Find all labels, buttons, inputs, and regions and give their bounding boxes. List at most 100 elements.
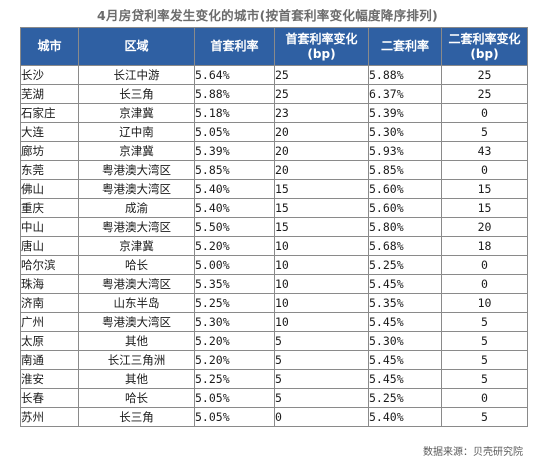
cell-region: 粤港澳大湾区 <box>78 274 195 294</box>
cell-second-rate: 5.45% <box>368 312 442 332</box>
cell-second-rate: 5.40% <box>368 407 442 427</box>
cell-city: 重庆 <box>20 198 79 218</box>
cell-first-rate: 5.64% <box>194 65 275 85</box>
cell-city: 淮安 <box>20 369 79 389</box>
table-row: 苏州 长三角 5.05% 0 5.40% 5 <box>20 407 528 427</box>
cell-first-change: 20 <box>274 160 369 180</box>
cell-second-rate: 5.30% <box>368 331 442 351</box>
table-row: 珠海 粤港澳大湾区 5.35% 10 5.45% 0 <box>20 274 528 294</box>
cell-region: 粤港澳大湾区 <box>78 179 195 199</box>
header-first-change: 首套利率变化 (bp) <box>274 27 369 66</box>
cell-first-change: 23 <box>274 103 369 123</box>
cell-first-rate: 5.88% <box>194 84 275 104</box>
cell-second-change: 5 <box>441 407 528 427</box>
cell-second-rate: 5.85% <box>368 160 442 180</box>
cell-first-change: 10 <box>274 274 369 294</box>
cell-second-change: 5 <box>441 369 528 389</box>
cell-first-rate: 5.40% <box>194 198 275 218</box>
cell-second-rate: 5.60% <box>368 179 442 199</box>
cell-city: 长沙 <box>20 65 79 85</box>
cell-city: 石家庄 <box>20 103 79 123</box>
cell-region: 山东半岛 <box>78 293 195 313</box>
cell-second-rate: 5.25% <box>368 388 442 408</box>
cell-second-change: 25 <box>441 84 528 104</box>
table-row: 长春 哈长 5.05% 5 5.25% 0 <box>20 388 528 408</box>
cell-city: 南通 <box>20 350 79 370</box>
cell-second-rate: 5.39% <box>368 103 442 123</box>
cell-region: 京津冀 <box>78 141 195 161</box>
table-row: 唐山 京津冀 5.20% 10 5.68% 18 <box>20 236 528 256</box>
cell-second-rate: 5.80% <box>368 217 442 237</box>
cell-city: 唐山 <box>20 236 79 256</box>
table-row: 东莞 粤港澳大湾区 5.85% 20 5.85% 0 <box>20 160 528 180</box>
cell-city: 廊坊 <box>20 141 79 161</box>
cell-city: 佛山 <box>20 179 79 199</box>
cell-first-rate: 5.20% <box>194 331 275 351</box>
cell-second-change: 10 <box>441 293 528 313</box>
cell-region: 哈长 <box>78 388 195 408</box>
cell-second-change: 0 <box>441 255 528 275</box>
cell-first-rate: 5.85% <box>194 160 275 180</box>
cell-region: 其他 <box>78 369 195 389</box>
cell-first-rate: 5.20% <box>194 236 275 256</box>
cell-region: 辽中南 <box>78 122 195 142</box>
header-city: 城市 <box>20 27 79 66</box>
cell-first-change: 15 <box>274 198 369 218</box>
cell-region: 成渝 <box>78 198 195 218</box>
cell-second-rate: 6.37% <box>368 84 442 104</box>
cell-first-change: 5 <box>274 369 369 389</box>
cell-city: 大连 <box>20 122 79 142</box>
cell-first-rate: 5.40% <box>194 179 275 199</box>
cell-first-change: 5 <box>274 350 369 370</box>
cell-first-rate: 5.50% <box>194 217 275 237</box>
cell-second-change: 15 <box>441 179 528 199</box>
cell-second-rate: 5.45% <box>368 350 442 370</box>
cell-first-change: 10 <box>274 236 369 256</box>
header-region: 区域 <box>78 27 195 66</box>
cell-second-rate: 5.88% <box>368 65 442 85</box>
cell-region: 粤港澳大湾区 <box>78 160 195 180</box>
table-body: 长沙 长江中游 5.64% 25 5.88% 25 芜湖 长三角 5.88% 25 6.37% 25 石… <box>20 65 528 427</box>
cell-region: 长三角 <box>78 84 195 104</box>
cell-second-rate: 5.30% <box>368 122 442 142</box>
cell-first-rate: 5.25% <box>194 293 275 313</box>
cell-second-change: 20 <box>441 217 528 237</box>
cell-first-change: 10 <box>274 312 369 332</box>
cell-first-rate: 5.18% <box>194 103 275 123</box>
cell-city: 广州 <box>20 312 79 332</box>
cell-first-change: 25 <box>274 65 369 85</box>
cell-region: 哈长 <box>78 255 195 275</box>
cell-second-change: 5 <box>441 312 528 332</box>
cell-second-change: 0 <box>441 103 528 123</box>
table-row: 芜湖 长三角 5.88% 25 6.37% 25 <box>20 84 528 104</box>
page-title: 4月房贷利率发生变化的城市(按首套利率变化幅度降序排列) <box>96 8 439 23</box>
cell-first-rate: 5.20% <box>194 350 275 370</box>
cell-first-change: 25 <box>274 84 369 104</box>
data-source-note: 数据来源：贝壳研究院 <box>423 447 523 458</box>
cell-region: 长江三角洲 <box>78 350 195 370</box>
table-row: 中山 粤港澳大湾区 5.50% 15 5.80% 20 <box>20 217 528 237</box>
cell-city: 济南 <box>20 293 79 313</box>
cell-second-change: 5 <box>441 122 528 142</box>
cell-second-change: 0 <box>441 388 528 408</box>
cell-second-rate: 5.45% <box>368 369 442 389</box>
cell-second-rate: 5.68% <box>368 236 442 256</box>
cell-second-rate: 5.45% <box>368 274 442 294</box>
cell-first-change: 20 <box>274 122 369 142</box>
table-row: 廊坊 京津冀 5.39% 20 5.93% 43 <box>20 141 528 161</box>
cell-second-change: 5 <box>441 350 528 370</box>
cell-second-change: 5 <box>441 331 528 351</box>
cell-city: 太原 <box>20 331 79 351</box>
cell-first-rate: 5.00% <box>194 255 275 275</box>
cell-first-change: 20 <box>274 141 369 161</box>
table-row: 哈尔滨 哈长 5.00% 10 5.25% 0 <box>20 255 528 275</box>
cell-first-rate: 5.05% <box>194 388 275 408</box>
cell-first-change: 5 <box>274 388 369 408</box>
cell-city: 哈尔滨 <box>20 255 79 275</box>
cell-city: 芜湖 <box>20 84 79 104</box>
cell-first-rate: 5.25% <box>194 369 275 389</box>
cell-city: 长春 <box>20 388 79 408</box>
table-row: 济南 山东半岛 5.25% 10 5.35% 10 <box>20 293 528 313</box>
cell-first-change: 15 <box>274 217 369 237</box>
cell-first-rate: 5.05% <box>194 407 275 427</box>
